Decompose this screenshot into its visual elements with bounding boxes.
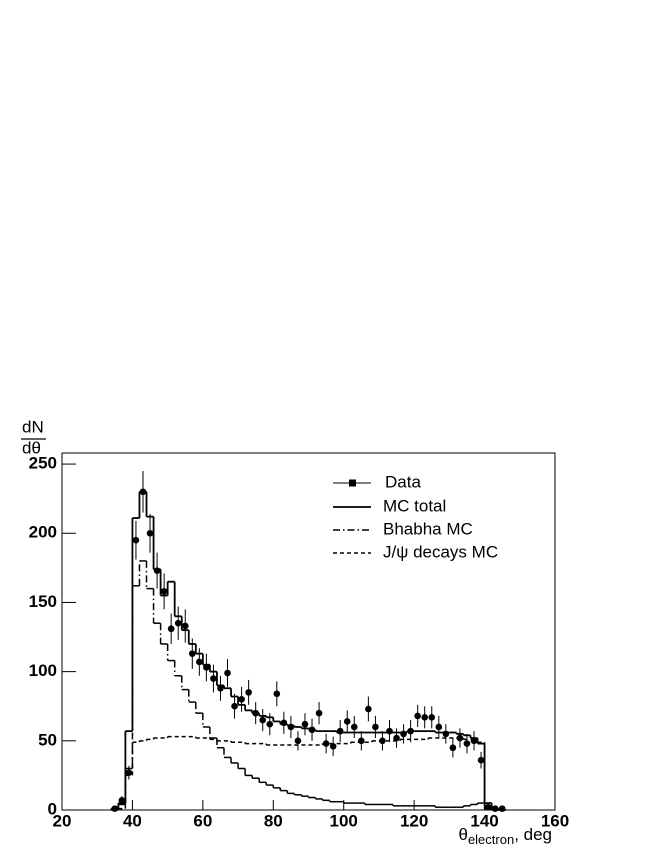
data-point [245,689,252,696]
data-point [393,734,400,742]
data-point [259,716,267,724]
data-point [188,650,196,657]
data-point [414,712,421,720]
data-point [217,684,224,692]
data-point [167,625,175,633]
data-point [372,723,379,731]
y-tick-label: 250 [29,454,57,473]
data-point [470,737,478,745]
legend-label: Data [385,472,421,491]
data-point [146,529,154,537]
x-tick-label: 160 [541,811,569,830]
data-point [196,658,203,666]
data-point [252,709,259,717]
data-point [484,803,492,811]
data-point [456,734,464,742]
data-point [301,720,309,728]
data-point [428,713,436,721]
data-point [224,669,231,677]
data-point [174,619,182,627]
y-tick-label: 200 [29,523,57,542]
data-point [231,702,238,710]
x-tick-label: 140 [470,811,498,830]
y-label-numerator: dN [22,417,44,436]
data-point [315,709,323,717]
data-point [118,797,126,804]
y-tick-label: 150 [29,592,57,611]
data-point [386,727,393,735]
data-point [400,730,407,738]
data-point [181,622,189,630]
data-point [280,719,288,727]
data-point [322,740,330,747]
data-point [358,737,365,745]
x-label-subscript: electron [468,832,514,847]
legend-label: MC total [383,496,446,515]
data-point [336,727,344,735]
data-point [111,805,119,812]
data-point [294,737,302,745]
data-point [125,769,133,776]
x-tick-label: 60 [193,811,212,830]
data-point [449,744,457,752]
data-point [153,567,161,574]
data-point [210,675,217,682]
data-point [350,723,358,731]
data-point [343,718,351,725]
data-point [407,727,414,735]
x-tick-label: 100 [330,811,358,830]
data-point [498,805,506,812]
data-point [238,696,245,703]
data-point [477,756,485,764]
x-tick-label: 20 [53,811,72,830]
data-point [132,536,140,544]
data-point [442,730,450,738]
x-tick-label: 120 [400,811,428,830]
y-tick-label: 100 [29,661,57,680]
data-point [203,664,210,671]
data-point [160,588,168,595]
x-label-suffix: , deg [514,825,552,844]
data-point [273,690,281,698]
legend-label: J/ψ decays MC [383,542,498,561]
data-point [435,723,443,731]
x-label-symbol: θ [458,825,467,844]
data-point [308,726,316,734]
data-point [139,488,147,496]
y-tick-label: 50 [38,730,57,749]
x-tick-label: 40 [123,811,142,830]
x-tick-label: 80 [264,811,283,830]
data-point [421,713,429,721]
plot-frame [61,452,556,811]
data-point [266,720,274,728]
y-tick-label: 0 [48,799,57,818]
data-point [329,743,337,750]
data-point [463,740,471,747]
data-point [491,805,499,812]
legend-symbol [349,479,356,487]
y-label-denominator: dθ [22,438,41,457]
data-point [287,723,295,731]
x-label: θelectron, deg [458,825,552,847]
data-point [379,737,386,745]
data-point [365,705,372,713]
legend-label: Bhabha MC [383,519,473,538]
